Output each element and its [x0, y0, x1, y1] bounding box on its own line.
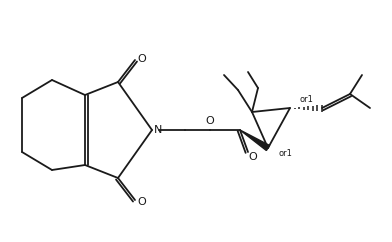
Text: O: O [249, 152, 258, 162]
Text: O: O [206, 116, 214, 126]
Text: or1: or1 [279, 149, 293, 158]
Text: N: N [154, 125, 162, 135]
Text: or1: or1 [300, 96, 314, 105]
Text: O: O [138, 54, 146, 64]
Polygon shape [240, 130, 270, 151]
Text: O: O [138, 197, 146, 207]
